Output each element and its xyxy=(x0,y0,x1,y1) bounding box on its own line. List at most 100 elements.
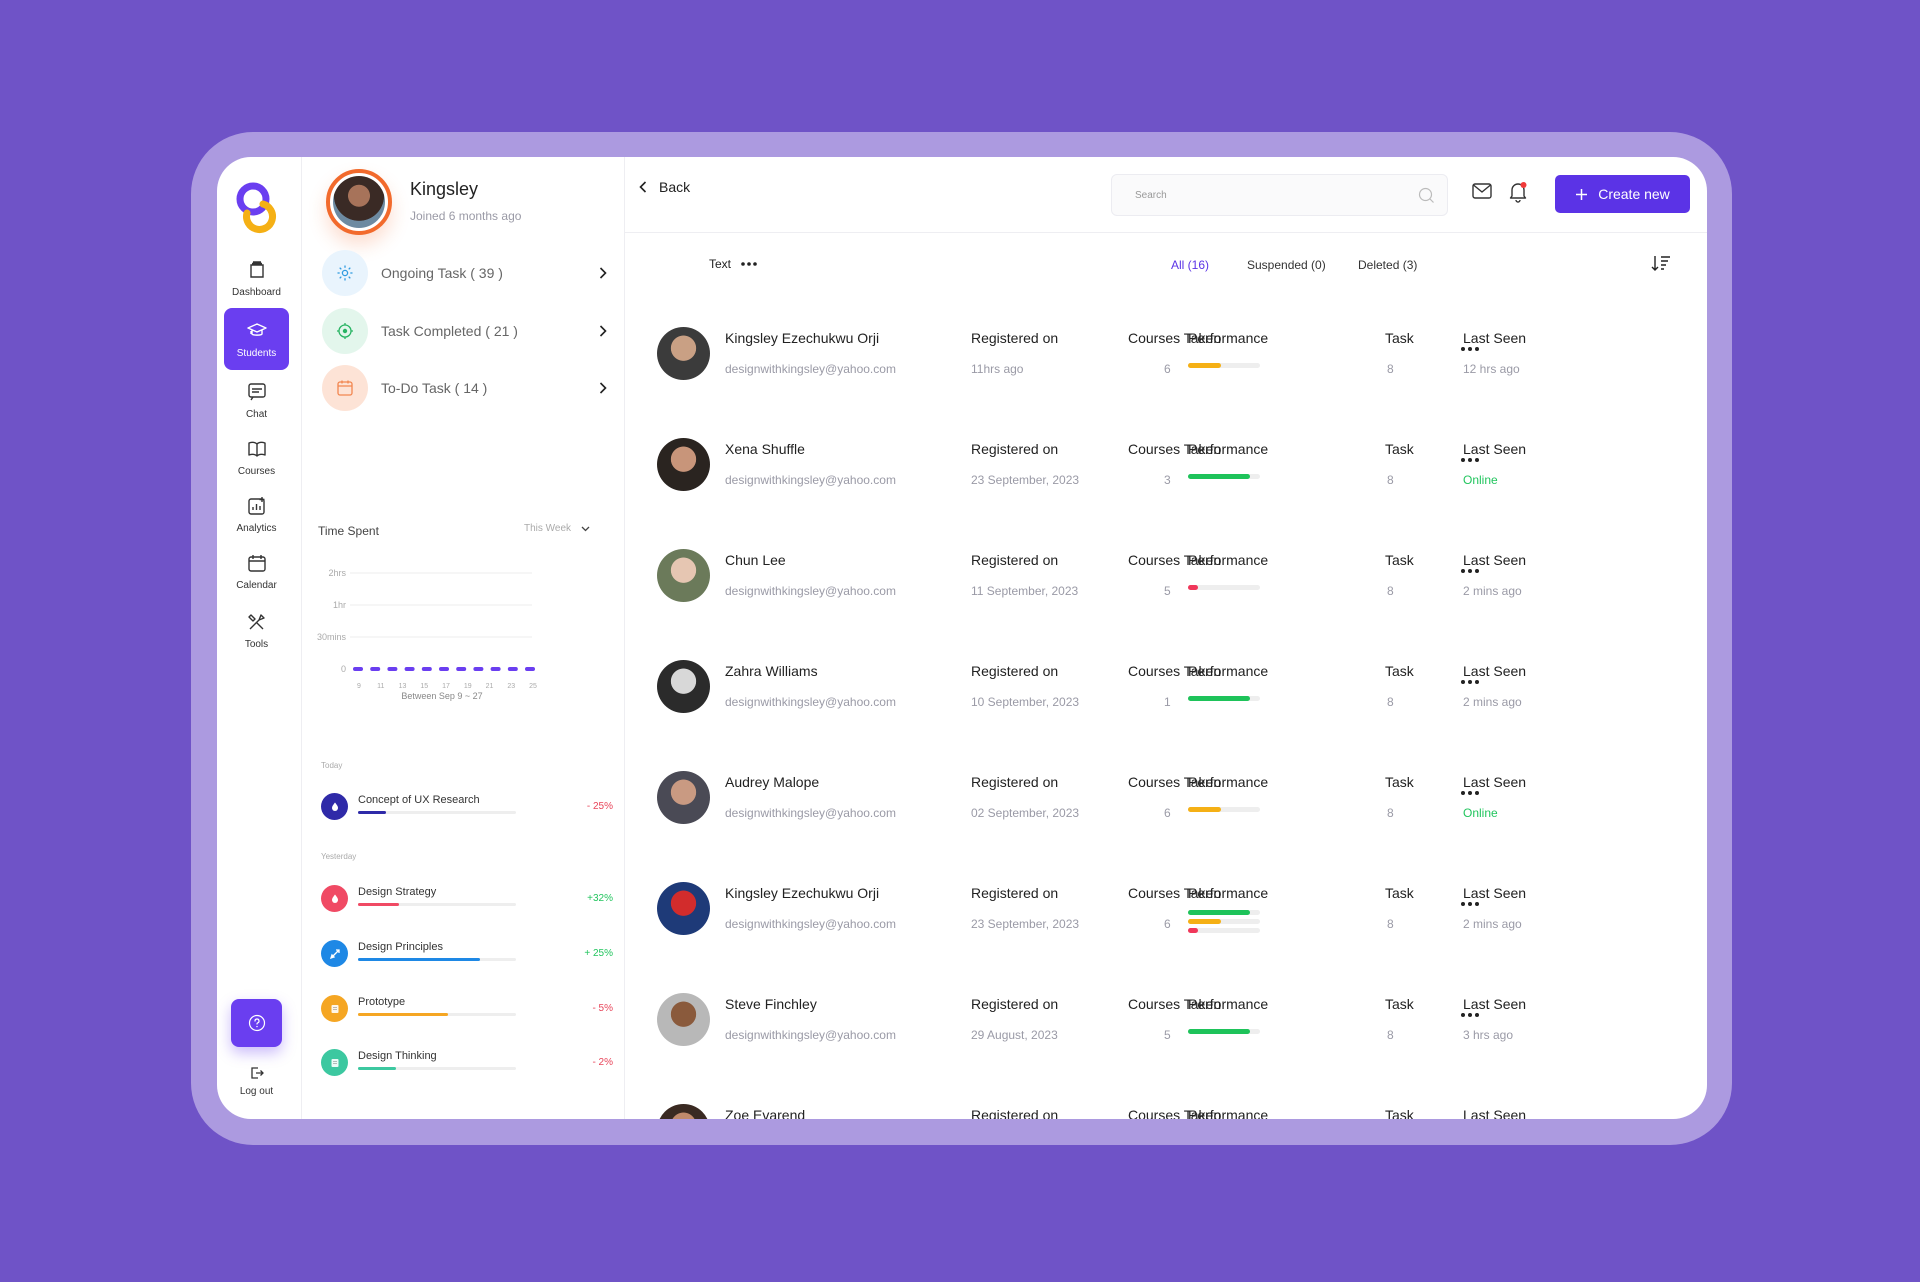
x-tick-label: 13 xyxy=(399,683,407,690)
chevron-right-icon xyxy=(599,382,607,394)
period-dropdown[interactable]: This Week xyxy=(524,523,590,534)
performance-header: Performance xyxy=(1188,552,1269,568)
activity-change: - 5% xyxy=(592,1003,613,1014)
task-row[interactable]: Ongoing Task ( 39 ) xyxy=(322,249,610,297)
courses-header: Courses Taken xyxy=(1128,885,1222,901)
help-button[interactable] xyxy=(231,999,282,1047)
more-horizontal-icon xyxy=(741,262,757,266)
row-more-button[interactable] xyxy=(1458,676,1482,688)
y-tick-label: 30mins xyxy=(317,632,347,642)
registered-header: Registered on xyxy=(971,996,1059,1012)
mail-icon[interactable] xyxy=(1472,183,1492,199)
nav-item-dashboard[interactable]: Dashboard xyxy=(224,247,289,309)
x-tick-label: 11 xyxy=(377,683,384,690)
student-email: designwithkingsley@yahoo.com xyxy=(725,695,896,709)
avatar xyxy=(657,1104,710,1119)
top-bar: Back Create new xyxy=(625,157,1707,233)
chat-icon xyxy=(246,381,268,403)
activity-item[interactable]: Concept of UX Research - 25% xyxy=(321,791,613,821)
activity-item[interactable]: Design Thinking - 2% xyxy=(321,1047,613,1077)
student-name: Zahra Williams xyxy=(725,663,818,679)
table-row[interactable]: Chun Lee designwithkingsley@yahoo.com Regi… xyxy=(625,549,1707,659)
y-tick-label: 1hr xyxy=(333,600,346,610)
last-seen-value: 2 mins ago xyxy=(1463,584,1522,598)
row-more-button[interactable] xyxy=(1458,898,1482,910)
nav-item-analytics[interactable]: Analytics xyxy=(224,483,289,545)
last-seen-value: Online xyxy=(1463,473,1498,487)
row-more-button[interactable] xyxy=(1458,454,1482,466)
row-more-button[interactable] xyxy=(1458,1009,1482,1021)
table-row[interactable]: Zoe Evarenddesignwithkingsley@yahoo.comR… xyxy=(625,1104,1707,1119)
student-name: Zoe Evarend xyxy=(725,1107,806,1119)
row-more-button[interactable] xyxy=(1458,343,1482,355)
performance-header: Performance xyxy=(1188,1107,1269,1119)
x-tick-label: 15 xyxy=(420,683,428,690)
note-icon xyxy=(321,995,348,1022)
student-name: Kingsley Ezechukwu Orji xyxy=(725,885,880,901)
nav-item-label: Dashboard xyxy=(232,286,281,298)
performance-bar xyxy=(1188,1029,1260,1034)
table-row[interactable]: Kingsley Ezechukwu Orji designwithkingsle… xyxy=(625,327,1707,437)
create-new-button[interactable]: Create new xyxy=(1555,175,1690,213)
students-main: Back Create new Text All (16) Suspended … xyxy=(625,157,1707,1119)
courses-header: Courses Taken xyxy=(1128,1107,1222,1119)
last-seen-header: Last Seen xyxy=(1463,663,1527,679)
table-row[interactable]: Xena Shuffle designwithkingsley@yahoo.com… xyxy=(625,438,1707,548)
registered-value: 11 September, 2023 xyxy=(971,584,1079,598)
task-value: 8 xyxy=(1387,917,1394,931)
task-label: Ongoing Task ( 39 ) xyxy=(381,265,503,281)
activity-name: Design Principles xyxy=(358,941,443,953)
activity-change: - 2% xyxy=(592,1057,613,1068)
registered-value: 23 September, 2023 xyxy=(971,473,1080,487)
back-button[interactable]: Back xyxy=(639,179,690,195)
profile-avatar[interactable] xyxy=(326,169,392,235)
x-tick-label: 25 xyxy=(529,683,537,690)
logout-button[interactable]: Log out xyxy=(224,1065,289,1097)
tab-deleted[interactable]: Deleted (3) xyxy=(1358,258,1418,272)
activity-item[interactable]: Design Principles + 25% xyxy=(321,938,613,968)
task-row[interactable]: To-Do Task ( 14 ) xyxy=(322,364,610,412)
y-tick-label: 0 xyxy=(341,664,346,674)
table-row[interactable]: Kingsley Ezechukwu Orji designwithkingsle… xyxy=(625,882,1707,992)
period-label: This Week xyxy=(524,523,572,534)
nav-item-courses[interactable]: Courses xyxy=(224,426,289,488)
row-more-button[interactable] xyxy=(1458,787,1482,799)
row-more-button[interactable] xyxy=(1458,565,1482,577)
nav-item-chat[interactable]: Chat xyxy=(224,369,289,431)
student-name: Steve Finchley xyxy=(725,996,817,1012)
nav-item-label: Students xyxy=(236,347,277,359)
drop-icon xyxy=(321,885,348,912)
bell-icon[interactable] xyxy=(1508,181,1528,203)
courses-header: Courses Taken xyxy=(1128,663,1222,679)
courses-header: Courses Taken xyxy=(1128,552,1222,568)
pen-icon xyxy=(321,940,348,967)
sort-icon[interactable] xyxy=(1651,255,1671,271)
registered-value: 11hrs ago xyxy=(971,362,1024,376)
task-label: To-Do Task ( 14 ) xyxy=(381,380,488,396)
note-icon xyxy=(321,1049,348,1076)
nav-item-calendar[interactable]: Calendar xyxy=(224,540,289,602)
activity-item[interactable]: Design Strategy +32% xyxy=(321,883,613,913)
task-header: Task xyxy=(1385,552,1414,568)
book-icon xyxy=(246,438,268,460)
search-input[interactable] xyxy=(1112,175,1447,215)
nav-item-tools[interactable]: Tools xyxy=(224,599,289,661)
activity-progress xyxy=(358,903,516,906)
nav-item-label: Calendar xyxy=(236,579,277,591)
student-email: designwithkingsley@yahoo.com xyxy=(725,1028,896,1042)
table-row[interactable]: Steve Finchley designwithkingsley@yahoo.c… xyxy=(625,993,1707,1103)
activity-progress xyxy=(358,1013,516,1016)
profile-panel: Kingsley Joined 6 months ago Ongoing Tas… xyxy=(302,157,625,1119)
search-icon[interactable] xyxy=(1418,187,1435,204)
analytics-icon xyxy=(246,495,268,517)
last-seen-header: Last Seen xyxy=(1463,441,1527,457)
table-row[interactable]: Zahra Williams designwithkingsley@yahoo.c… xyxy=(625,660,1707,770)
activity-item[interactable]: Prototype - 5% xyxy=(321,993,613,1023)
nav-item-students[interactable]: Students xyxy=(224,308,289,370)
tab-suspended[interactable]: Suspended (0) xyxy=(1247,258,1326,272)
activity-change: +32% xyxy=(587,893,613,904)
tab-all[interactable]: All (16) xyxy=(1171,258,1210,272)
text-filter[interactable]: Text xyxy=(709,257,757,271)
task-row[interactable]: Task Completed ( 21 ) xyxy=(322,307,610,355)
table-row[interactable]: Audrey Malope designwithkingsley@yahoo.co… xyxy=(625,771,1707,881)
